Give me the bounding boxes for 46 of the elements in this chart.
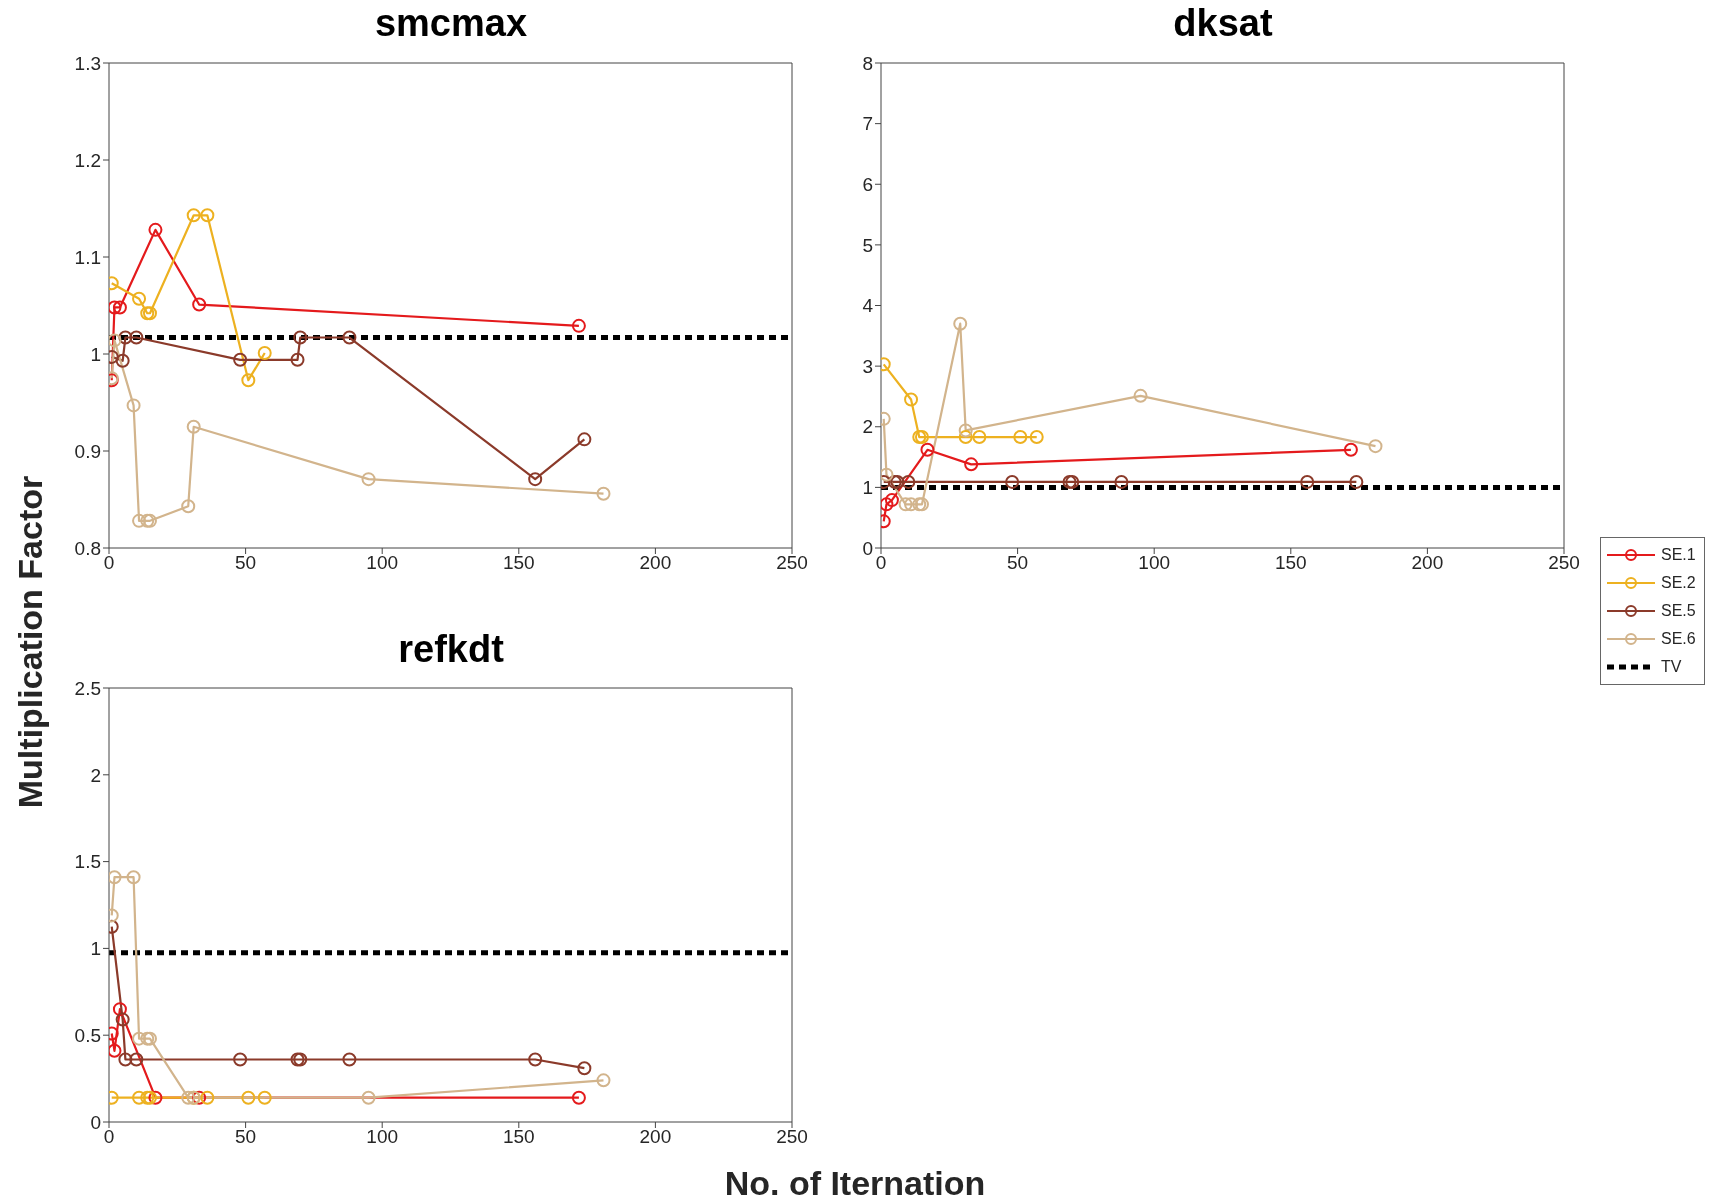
y-tick-label: 2.5 [74, 677, 101, 699]
y-tick-label: 5 [862, 234, 873, 256]
legend-label: SE.6 [1661, 630, 1696, 648]
y-tick-label: 0.8 [74, 537, 101, 559]
y-axis-title: Multiplication Factor [10, 475, 50, 809]
x-tick-label: 200 [639, 552, 672, 574]
x-tick-label: 50 [1007, 552, 1029, 574]
legend-label: SE.1 [1661, 546, 1696, 564]
x-tick-label: 100 [366, 1126, 399, 1148]
y-tick-label: 7 [862, 113, 873, 135]
y-tick-label: 1.3 [74, 52, 101, 74]
x-tick-label: 200 [1411, 552, 1444, 574]
x-tick-label: 100 [366, 552, 399, 574]
x-tick-label: 200 [639, 1126, 672, 1148]
y-tick-label: 0 [862, 537, 873, 559]
y-tick-label: 8 [862, 52, 873, 74]
y-tick-label: 3 [862, 355, 873, 377]
chart-title: smcmax [373, 2, 529, 45]
legend-label: TV [1661, 658, 1682, 676]
legend-label: SE.5 [1661, 602, 1696, 620]
x-tick-label: 250 [1548, 552, 1580, 574]
legend-label: SE.2 [1661, 574, 1696, 592]
y-tick-label: 2 [90, 764, 101, 786]
y-tick-label: 1 [90, 343, 101, 365]
y-tick-label: 1 [862, 477, 873, 499]
y-tick-label: 4 [862, 295, 874, 317]
x-tick-label: 50 [235, 1126, 257, 1148]
y-tick-label: 0 [90, 1111, 101, 1133]
x-tick-label: 150 [502, 552, 535, 574]
chart-title: refkdt [397, 628, 505, 671]
x-tick-label: 250 [776, 552, 808, 574]
y-tick-label: 2 [862, 416, 873, 438]
y-tick-label: 6 [862, 173, 873, 195]
y-tick-label: 1.1 [74, 246, 101, 268]
x-tick-label: 50 [235, 552, 257, 574]
x-tick-label: 100 [1138, 552, 1171, 574]
y-tick-label: 1.5 [74, 851, 101, 873]
x-tick-label: 150 [502, 1126, 535, 1148]
y-tick-label: 1 [90, 938, 101, 960]
x-tick-label: 150 [1274, 552, 1307, 574]
y-tick-label: 0.9 [74, 440, 101, 462]
y-tick-label: 1.2 [74, 149, 101, 171]
x-axis-title: No. of Iternation [724, 1163, 986, 1199]
chart-title: dksat [1172, 2, 1274, 45]
x-tick-label: 250 [776, 1126, 808, 1148]
y-tick-label: 0.5 [74, 1024, 101, 1046]
